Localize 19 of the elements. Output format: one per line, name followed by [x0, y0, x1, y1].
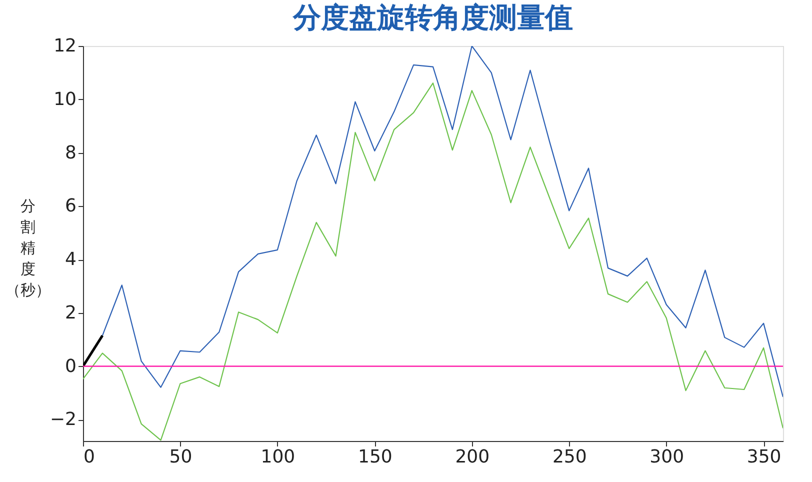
x-tick-label: 50 [169, 446, 192, 468]
y-tick-label: 12 [54, 36, 76, 56]
y-axis-title: 分割精度（秒） [6, 197, 50, 299]
x-tick-label: 250 [552, 446, 587, 468]
y-tick-label: 6 [65, 196, 76, 217]
y-tick-label: 10 [54, 88, 76, 110]
chart-title: 分度盘旋转角度测量值 [292, 1, 573, 34]
y-tick-label: 0 [65, 356, 76, 377]
x-tick-label: 0 [84, 446, 95, 468]
y-tick-label: 4 [65, 249, 76, 270]
x-tick-label: 100 [260, 446, 296, 468]
x-tick-label: 350 [746, 446, 782, 468]
y-tick-label: 2 [65, 302, 76, 324]
y-tick-label: −2 [50, 409, 76, 430]
line-series [102, 46, 783, 398]
x-tick-label: 300 [650, 446, 684, 468]
x-tick-label: 150 [358, 446, 392, 468]
x-tick-label: 200 [455, 446, 490, 468]
y-tick-label: 8 [65, 142, 76, 164]
